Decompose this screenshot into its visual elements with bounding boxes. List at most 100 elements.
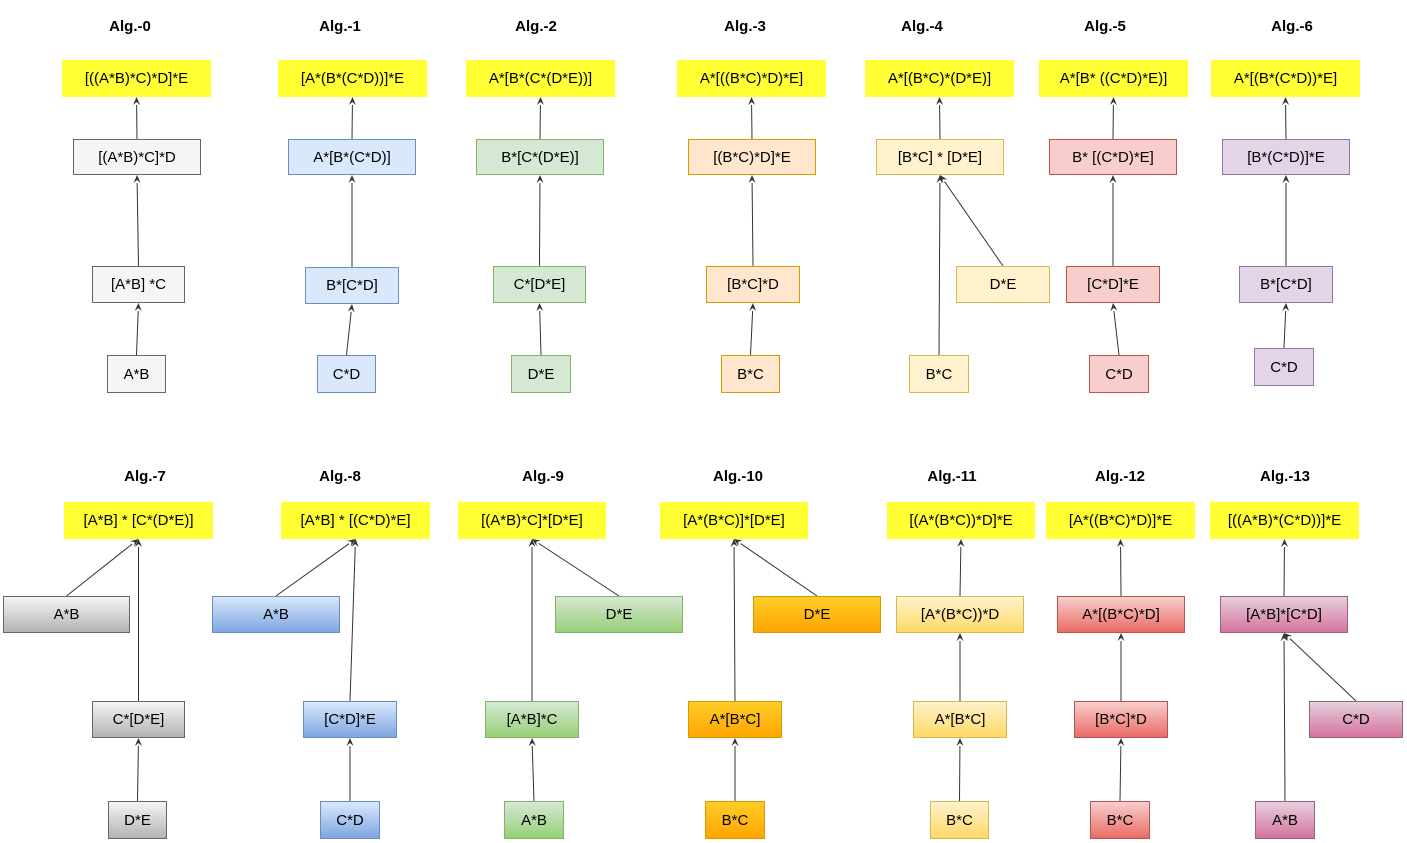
operation-node: A*B — [107, 355, 166, 393]
result-node: A*[((B*C)*D)*E] — [677, 60, 826, 97]
arrowhead — [532, 539, 541, 547]
operation-node: C*D — [1089, 355, 1149, 393]
result-node: [((A*B)*C)*D]*E — [62, 60, 211, 97]
operation-node: C*[D*E] — [493, 266, 586, 303]
arrowhead — [1109, 175, 1117, 183]
arrowhead — [1117, 633, 1125, 641]
operation-node: B*[C*D] — [305, 267, 399, 304]
edge-line — [136, 182, 139, 267]
arrowhead — [1280, 633, 1288, 642]
result-node: A*[B* ((C*D)*E)] — [1039, 60, 1188, 97]
algorithm-title: Alg.-4 — [901, 18, 943, 35]
operation-node: [B*C]*D — [706, 266, 800, 303]
algorithm-title: Alg.-11 — [927, 468, 977, 485]
operation-node: [B*(C*D)]*E — [1222, 139, 1350, 175]
edge-line — [531, 745, 535, 802]
arrowhead — [734, 539, 743, 547]
operation-node: D*E — [956, 266, 1050, 303]
arrowhead — [351, 539, 359, 548]
algorithm-title: Alg.-5 — [1084, 18, 1126, 35]
edge-line — [938, 182, 941, 356]
edge-line — [137, 745, 139, 802]
arrowhead — [536, 303, 544, 312]
arrowhead — [133, 175, 141, 184]
algorithm-title: Alg.-8 — [319, 468, 361, 485]
edge-line — [1119, 745, 1122, 802]
arrowhead — [536, 175, 544, 184]
edge-line — [1283, 310, 1287, 349]
operation-node: [A*B]*C — [485, 701, 579, 738]
arrowhead — [940, 175, 948, 184]
arrowhead — [1282, 97, 1290, 106]
operation-node: [B*C]*D — [1074, 701, 1168, 738]
algorithm-title: Alg.-0 — [109, 18, 151, 35]
operation-node: B*C — [705, 801, 765, 839]
operation-node: B*C — [909, 355, 969, 393]
operation-node: A*B — [212, 596, 340, 633]
arrowhead — [936, 97, 944, 106]
arrowhead — [748, 97, 756, 106]
edge-line — [959, 546, 962, 597]
result-node: [(A*B)*C]*[D*E] — [458, 502, 606, 539]
operation-node: C*[D*E] — [92, 701, 185, 738]
algorithm-title: Alg.-9 — [522, 468, 564, 485]
result-node: [A*(B*(C*D))]*E — [278, 60, 427, 97]
algorithm-title: Alg.-12 — [1094, 468, 1146, 485]
edge-line — [349, 546, 356, 702]
arrowhead — [134, 738, 142, 747]
operation-node: A*B — [1255, 801, 1315, 839]
arrowhead — [1117, 539, 1125, 548]
result-node: A*[(B*(C*D))*E] — [1211, 60, 1360, 97]
edge-line — [1283, 640, 1286, 802]
operation-node: B*C — [930, 801, 989, 839]
arrowhead — [956, 633, 964, 641]
operation-node: B*[C*D] — [1239, 266, 1333, 303]
operation-node: B*[C*(D*E)] — [476, 139, 604, 175]
arrowhead — [1284, 633, 1293, 642]
edge-line — [740, 543, 818, 597]
algorithm-title: Alg.-3 — [724, 18, 766, 35]
arrowhead — [1280, 539, 1288, 548]
operation-node: A*[B*C] — [688, 701, 782, 738]
operation-node: [C*D]*E — [1066, 266, 1160, 303]
operation-node: [A*B]*[C*D] — [1220, 596, 1348, 633]
result-node: [A*B] * [(C*D)*E] — [281, 502, 430, 539]
edge-line — [66, 543, 133, 597]
operation-node: [A*(B*C))*D — [896, 596, 1024, 633]
arrowhead — [1282, 303, 1290, 312]
arrowhead — [748, 175, 756, 184]
arrowhead — [956, 738, 964, 747]
result-node: A*[(B*C)*(D*E)] — [865, 60, 1014, 97]
operation-node: D*E — [555, 596, 683, 633]
edge-line — [733, 546, 736, 702]
edge-line — [275, 543, 350, 597]
operation-node: B* [(C*D)*E] — [1049, 139, 1177, 175]
operation-node: D*E — [753, 596, 881, 633]
arrowhead — [1282, 175, 1290, 183]
edge-line — [751, 182, 754, 267]
edge-line — [539, 310, 542, 356]
edge-line — [944, 181, 1004, 267]
arrowhead — [346, 539, 356, 547]
arrowhead — [1110, 303, 1118, 312]
operation-node: C*D — [1309, 701, 1403, 738]
algorithm-title: Alg.-7 — [124, 468, 166, 485]
arrowhead — [346, 738, 354, 746]
edge-line — [1289, 638, 1357, 702]
operation-node: [A*B] *C — [92, 266, 185, 303]
arrowhead — [135, 539, 142, 547]
arrowhead — [130, 539, 139, 547]
operation-node: C*D — [1254, 348, 1314, 386]
result-node: [((A*B)*(C*D))]*E — [1210, 502, 1359, 539]
operation-node: A*[(B*C)*D] — [1057, 596, 1185, 633]
arrowhead — [348, 175, 356, 183]
operation-node: [(A*B)*C]*D — [73, 139, 201, 175]
result-node: [A*B] * [C*(D*E)] — [64, 502, 213, 539]
algorithm-title: Alg.-13 — [1259, 468, 1311, 485]
edge-line — [538, 542, 620, 597]
arrowhead — [347, 304, 355, 313]
operation-node: [(B*C)*D]*E — [688, 139, 816, 175]
operation-node: D*E — [511, 355, 571, 393]
operation-node: A*B — [3, 596, 130, 633]
algorithm-title: Alg.-2 — [515, 18, 557, 35]
